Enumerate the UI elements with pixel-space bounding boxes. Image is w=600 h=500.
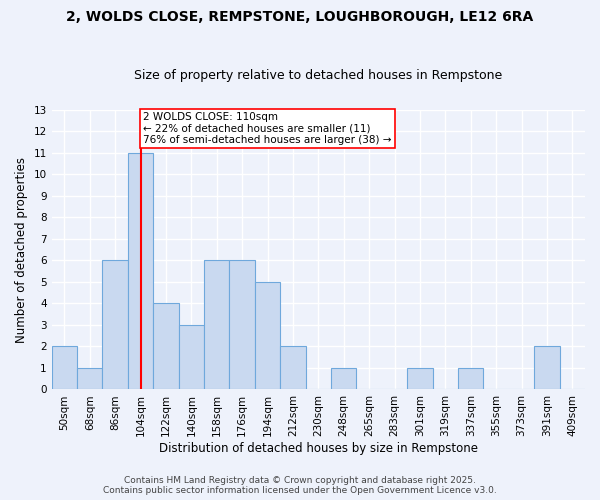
Bar bbox=[229, 260, 255, 390]
Bar bbox=[103, 260, 128, 390]
Text: 2 WOLDS CLOSE: 110sqm
← 22% of detached houses are smaller (11)
76% of semi-deta: 2 WOLDS CLOSE: 110sqm ← 22% of detached … bbox=[143, 112, 392, 145]
Bar bbox=[407, 368, 433, 390]
Bar bbox=[52, 346, 77, 390]
Bar bbox=[204, 260, 229, 390]
X-axis label: Distribution of detached houses by size in Rempstone: Distribution of detached houses by size … bbox=[159, 442, 478, 455]
Bar bbox=[77, 368, 103, 390]
Bar bbox=[331, 368, 356, 390]
Bar bbox=[534, 346, 560, 390]
Bar bbox=[179, 325, 204, 390]
Title: Size of property relative to detached houses in Rempstone: Size of property relative to detached ho… bbox=[134, 69, 502, 82]
Y-axis label: Number of detached properties: Number of detached properties bbox=[15, 156, 28, 342]
Text: Contains HM Land Registry data © Crown copyright and database right 2025.
Contai: Contains HM Land Registry data © Crown c… bbox=[103, 476, 497, 495]
Text: 2, WOLDS CLOSE, REMPSTONE, LOUGHBOROUGH, LE12 6RA: 2, WOLDS CLOSE, REMPSTONE, LOUGHBOROUGH,… bbox=[67, 10, 533, 24]
Bar bbox=[255, 282, 280, 390]
Bar bbox=[458, 368, 484, 390]
Bar bbox=[153, 304, 179, 390]
Bar bbox=[128, 152, 153, 390]
Bar bbox=[280, 346, 305, 390]
